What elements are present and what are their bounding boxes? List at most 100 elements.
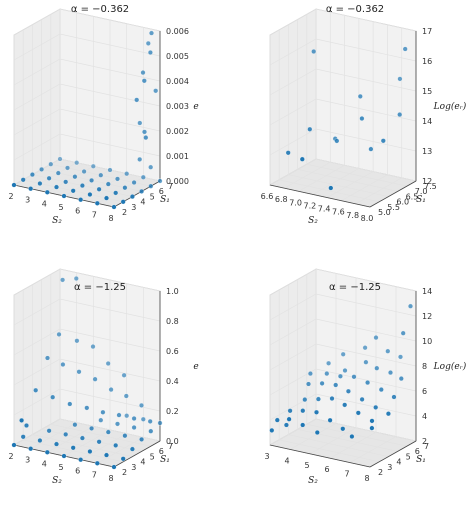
data-point <box>105 181 111 187</box>
data-point <box>113 442 119 448</box>
z-tick-label: 0.003 <box>166 102 189 111</box>
y-tick-label: 5.5 <box>387 203 400 212</box>
z-tick-label: 4 <box>422 412 427 421</box>
data-point <box>129 194 135 200</box>
data-point <box>402 46 408 52</box>
data-point <box>84 405 90 411</box>
data-point <box>96 439 102 445</box>
data-point <box>37 438 43 443</box>
y-tick-label: 2 <box>122 208 127 217</box>
data-point <box>46 175 52 181</box>
data-point <box>46 428 52 434</box>
grid-line-z <box>13 388 161 416</box>
data-point <box>28 446 34 452</box>
x-tick-label: 6 <box>75 207 80 216</box>
data-point <box>124 171 130 177</box>
data-point <box>122 433 128 439</box>
x-tick-label: 6.8 <box>275 195 288 204</box>
x-tick-label: 7 <box>92 470 97 479</box>
y-tick-label: 6.0 <box>396 198 409 207</box>
x-tick-label: 4 <box>284 456 289 465</box>
data-point <box>90 163 96 169</box>
y-tick-label: 7.0 <box>415 187 428 196</box>
z-tick-label: 10 <box>422 337 432 346</box>
grid-line-z <box>269 343 417 371</box>
data-point <box>137 120 143 126</box>
data-point <box>45 355 50 361</box>
data-point <box>131 416 137 421</box>
data-point <box>307 126 313 132</box>
z-axis-label: e <box>193 362 198 372</box>
z-tick-label: 0.2 <box>166 407 179 416</box>
data-point <box>397 76 403 82</box>
data-point <box>148 428 154 434</box>
data-point <box>56 331 62 337</box>
data-point <box>140 174 146 180</box>
back-pane <box>315 8 417 182</box>
grid-line-z <box>13 133 161 161</box>
data-point <box>20 434 26 440</box>
grid-line-z <box>269 393 417 421</box>
y-axis-line <box>369 440 417 468</box>
data-point <box>287 408 293 414</box>
data-point <box>100 409 106 415</box>
data-point <box>98 172 104 178</box>
data-point <box>286 416 292 422</box>
x-tick-label: 8 <box>364 474 369 483</box>
z-tick-label: 16 <box>422 57 432 66</box>
data-point <box>351 374 357 380</box>
z-tick-label: 0.001 <box>166 152 189 161</box>
data-point <box>380 138 386 144</box>
x-tick-label: 8.0 <box>361 214 374 223</box>
x-tick-label: 7 <box>344 470 349 479</box>
data-point <box>94 460 100 466</box>
data-point <box>147 50 153 55</box>
grid-line-z <box>13 8 161 36</box>
grid-line-z <box>269 318 417 346</box>
y-tick-label: 4 <box>140 198 145 207</box>
x-tick-label: 8 <box>108 474 113 483</box>
grid-line-z <box>13 83 161 111</box>
data-point <box>140 416 146 422</box>
data-point <box>311 49 317 54</box>
data-point <box>385 411 391 417</box>
data-point <box>96 186 102 192</box>
data-point <box>65 165 70 171</box>
x-tick-label: 4 <box>42 459 47 468</box>
x-axis-line <box>269 184 371 208</box>
data-point <box>307 371 313 377</box>
data-point <box>388 370 393 376</box>
data-point <box>397 112 403 118</box>
data-point <box>373 404 379 410</box>
x-tick-label: 7.4 <box>318 205 331 214</box>
data-point <box>63 179 69 185</box>
data-point <box>147 418 153 424</box>
data-point <box>115 421 120 427</box>
data-point <box>328 185 334 191</box>
grid-line-z <box>269 8 417 36</box>
z-axis-label: e <box>193 102 198 112</box>
data-point <box>67 401 73 407</box>
data-point <box>374 365 380 371</box>
z-tick-label: 6 <box>422 387 427 396</box>
data-point <box>153 88 159 94</box>
data-point <box>326 360 332 366</box>
data-point <box>108 387 114 393</box>
data-point <box>142 129 147 135</box>
y-tick-label: 6 <box>159 187 164 196</box>
data-point <box>122 185 128 191</box>
z-tick-label: 0.8 <box>166 317 179 326</box>
data-point <box>60 362 66 367</box>
z-tick-label: 14 <box>422 117 432 126</box>
y-axis-label: S₁ <box>416 195 426 205</box>
y-tick-label: 5 <box>406 452 411 461</box>
side-pane <box>269 8 317 186</box>
data-point <box>50 394 56 400</box>
data-point <box>60 277 66 283</box>
data-point <box>72 422 78 428</box>
z-tick-label: 13 <box>422 147 432 156</box>
data-point <box>131 180 137 185</box>
chart-title: α = −0.362 <box>71 4 129 15</box>
grid-line-z <box>13 328 161 356</box>
